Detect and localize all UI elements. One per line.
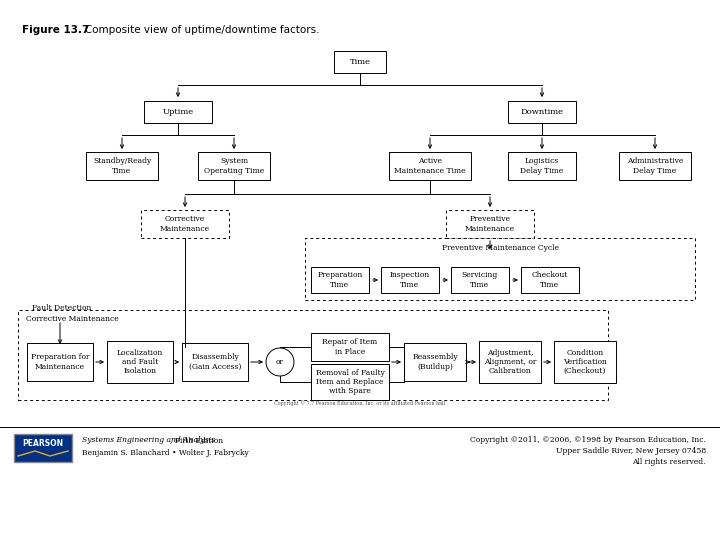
Bar — [619, 152, 691, 180]
Text: Condition
Verification
(Checkout): Condition Verification (Checkout) — [563, 349, 607, 375]
Text: Copyright © 7.7 Pearson Education, Inc. or its affiliated Pearson hall: Copyright © 7.7 Pearson Education, Inc. … — [274, 400, 446, 406]
Bar — [198, 152, 270, 180]
Text: Copyright ©2011, ©2006, ©1998 by Pearson Education, Inc.
Upper Saddle River, New: Copyright ©2011, ©2006, ©1998 by Pearson… — [470, 436, 706, 466]
Text: Checkout
Time: Checkout Time — [532, 272, 568, 288]
Bar — [479, 341, 541, 383]
Text: Adjustment,
Alignment, or
Calibration: Adjustment, Alignment, or Calibration — [484, 349, 536, 375]
Text: , Fifth Edition: , Fifth Edition — [170, 436, 223, 444]
Bar — [311, 267, 369, 293]
Text: Figure 13.7: Figure 13.7 — [22, 25, 89, 35]
Text: Administrative
Delay Time: Administrative Delay Time — [627, 157, 683, 174]
Bar — [18, 310, 608, 400]
Text: Fault Detection: Fault Detection — [32, 304, 91, 312]
Text: Reassembly
(Buildup): Reassembly (Buildup) — [412, 353, 458, 370]
Text: PEARSON: PEARSON — [22, 440, 63, 449]
Text: or: or — [276, 358, 284, 366]
Bar — [182, 343, 248, 381]
Bar — [381, 267, 439, 293]
Text: Preventive
Maintenance: Preventive Maintenance — [465, 215, 515, 233]
Bar — [14, 434, 72, 462]
Text: Systems Engineering and Analysis: Systems Engineering and Analysis — [82, 436, 215, 444]
Bar — [389, 152, 471, 180]
Text: Composite view of uptime/downtime factors.: Composite view of uptime/downtime factor… — [75, 25, 320, 35]
Circle shape — [266, 348, 294, 376]
Bar — [508, 152, 576, 180]
Bar — [27, 343, 93, 381]
Bar — [107, 341, 173, 383]
Text: Uptime: Uptime — [163, 108, 194, 116]
Text: Removal of Faulty
Item and Replace
with Spare: Removal of Faulty Item and Replace with … — [315, 369, 384, 395]
Text: Preparation for
Maintenance: Preparation for Maintenance — [31, 353, 89, 370]
Text: Repair of Item
in Place: Repair of Item in Place — [323, 339, 377, 356]
Text: Active
Maintenance Time: Active Maintenance Time — [394, 157, 466, 174]
Text: Logistics
Delay Time: Logistics Delay Time — [521, 157, 564, 174]
Bar — [446, 210, 534, 238]
Bar — [554, 341, 616, 383]
Text: Corrective
Maintenance: Corrective Maintenance — [160, 215, 210, 233]
Bar — [521, 267, 579, 293]
Bar — [86, 152, 158, 180]
Text: System
Operating Time: System Operating Time — [204, 157, 264, 174]
Bar — [311, 333, 389, 361]
Text: Standby/Ready
Time: Standby/Ready Time — [93, 157, 151, 174]
Bar — [404, 343, 466, 381]
Text: Disassembly
(Gain Access): Disassembly (Gain Access) — [189, 353, 241, 370]
Text: Corrective Maintenance: Corrective Maintenance — [26, 315, 119, 323]
Bar — [141, 210, 229, 238]
Text: Benjamin S. Blanchard • Wolter J. Fabrycky: Benjamin S. Blanchard • Wolter J. Fabryc… — [82, 449, 248, 457]
Text: Servicing
Time: Servicing Time — [462, 272, 498, 288]
Bar — [311, 364, 389, 400]
Text: Preparation
Time: Preparation Time — [318, 272, 363, 288]
Bar — [508, 101, 576, 123]
Text: Localization
and Fault
Isolation: Localization and Fault Isolation — [117, 349, 163, 375]
Text: Inspection
Time: Inspection Time — [390, 272, 430, 288]
Bar — [305, 238, 695, 300]
Bar — [144, 101, 212, 123]
Text: Downtime: Downtime — [521, 108, 564, 116]
Bar — [334, 51, 386, 73]
Text: Time: Time — [349, 58, 371, 66]
Text: Preventive Maintenance Cycle: Preventive Maintenance Cycle — [441, 244, 559, 252]
Bar — [451, 267, 509, 293]
